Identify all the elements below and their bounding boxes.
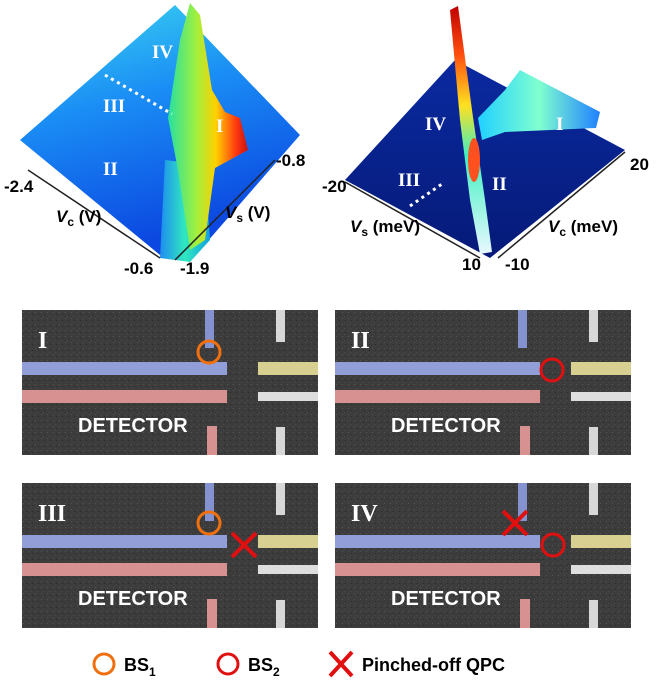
legend-marker xyxy=(94,654,114,674)
panel-label: IV xyxy=(351,501,378,527)
legend-marker xyxy=(330,652,352,676)
axis-label: Vs (V) xyxy=(225,203,270,225)
gate xyxy=(571,392,631,401)
detector-label: DETECTOR xyxy=(391,415,501,437)
region-label: I xyxy=(556,114,563,135)
axis-label: Vc (meV) xyxy=(548,217,618,239)
gate xyxy=(589,310,598,342)
region-label: II xyxy=(492,174,507,195)
axis-label: Vs (meV) xyxy=(350,217,420,239)
tick-label: -1.9 xyxy=(180,259,209,278)
gate xyxy=(207,426,217,455)
gate xyxy=(276,600,285,628)
tick-label: -20 xyxy=(322,177,347,196)
gate xyxy=(22,535,227,548)
gate xyxy=(335,535,540,548)
gate xyxy=(571,362,631,375)
sem-panel: I DETECTOR xyxy=(22,310,318,455)
panel-label: III xyxy=(38,501,66,527)
gate xyxy=(22,563,227,576)
region-label: II xyxy=(103,159,118,180)
detector-label: DETECTOR xyxy=(78,415,188,437)
sem-panel: III DETECTOR xyxy=(22,483,318,628)
legend: BS1 BS2 Pinched-off QPC xyxy=(94,652,505,679)
legend-marker xyxy=(218,654,238,674)
peak xyxy=(468,138,480,182)
gate xyxy=(571,565,631,574)
gate xyxy=(276,427,285,455)
legend-label: BS1 xyxy=(124,655,156,679)
tick-label: -0.6 xyxy=(124,259,153,278)
gate xyxy=(258,362,318,375)
gate xyxy=(205,483,214,521)
figure: IV III II I -2.4 -0.6 -1.9 -0.8 Vc (V) V… xyxy=(0,0,658,691)
gate xyxy=(22,362,227,375)
gate xyxy=(518,310,527,348)
legend-label: Pinched-off QPC xyxy=(362,655,505,675)
tick-label: 20 xyxy=(630,155,649,174)
gate xyxy=(276,310,285,342)
surface-plot-right: IV I III II -20 20 10 -10 Vs (meV) Vc (m… xyxy=(322,6,649,274)
region-label: III xyxy=(398,170,420,191)
tick-label: 10 xyxy=(462,255,481,274)
panel-label: I xyxy=(38,328,47,354)
axis-label: Vc (V) xyxy=(56,207,101,229)
gate xyxy=(589,600,598,628)
gate xyxy=(258,565,318,574)
gate xyxy=(571,535,631,548)
detector-label: DETECTOR xyxy=(78,588,188,610)
legend-label: BS2 xyxy=(248,655,280,679)
gate xyxy=(589,427,598,455)
region-label: I xyxy=(216,116,223,137)
tick-label: -2.4 xyxy=(4,177,34,196)
gate xyxy=(520,426,530,455)
gate xyxy=(22,390,227,403)
region-label: IV xyxy=(152,42,173,63)
panel-label: II xyxy=(351,328,370,354)
tick-label: -0.8 xyxy=(276,151,305,170)
gate xyxy=(335,563,540,576)
region-label: IV xyxy=(425,114,446,135)
sem-panel: II DETECTOR xyxy=(335,310,631,455)
region-label: III xyxy=(103,96,125,117)
gate xyxy=(258,535,318,548)
gate xyxy=(207,599,217,628)
gate xyxy=(520,599,530,628)
gate xyxy=(258,392,318,401)
gate xyxy=(335,362,540,375)
surface-plot-left: IV III II I -2.4 -0.6 -1.9 -0.8 Vc (V) V… xyxy=(4,3,305,278)
gate xyxy=(335,390,540,403)
detector-label: DETECTOR xyxy=(391,588,501,610)
gate xyxy=(276,483,285,515)
tick-label: -10 xyxy=(505,255,530,274)
sem-panel: IV DETECTOR xyxy=(335,483,631,628)
gate xyxy=(589,483,598,515)
